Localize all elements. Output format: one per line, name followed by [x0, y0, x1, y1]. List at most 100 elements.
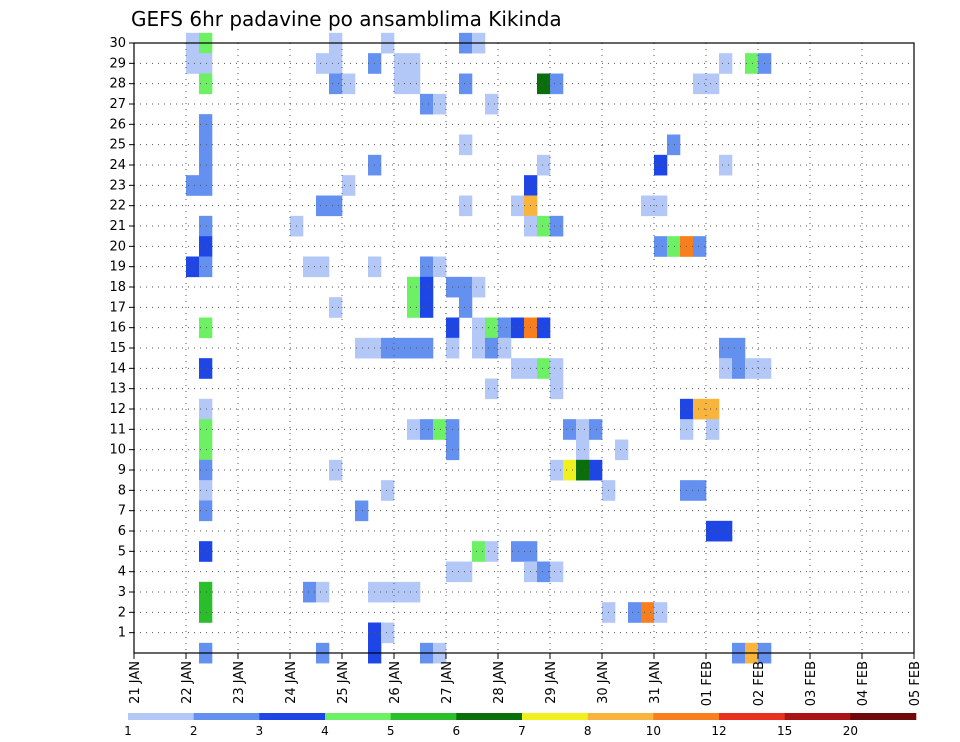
heatmap-cell — [420, 276, 434, 298]
heatmap-cell — [199, 134, 213, 156]
chart-title: GEFS 6hr padavine po ansamblima Kikinda — [131, 7, 562, 31]
heatmap-cell — [693, 480, 707, 501]
heatmap-cell — [381, 581, 395, 603]
heatmap-cell — [199, 581, 213, 603]
heatmap-cell — [459, 134, 473, 156]
heatmap-cell — [537, 561, 551, 583]
colorbar-label: 15 — [777, 724, 792, 738]
y-tick-label: 4 — [118, 565, 126, 580]
colorbar-label: 6 — [453, 724, 461, 738]
colorbar-label: 3 — [256, 724, 264, 738]
heatmap-cell — [394, 581, 408, 603]
colorbar-label: 20 — [843, 724, 858, 738]
heatmap-cell — [654, 602, 668, 623]
colorbar: 1 2 3 4 5 6 7 8 10 12 15 20 — [124, 713, 917, 738]
heatmap-cell — [420, 93, 434, 115]
heatmap-cell — [485, 541, 499, 562]
y-tick-label: 21 — [109, 219, 126, 234]
heatmap-cell — [576, 419, 590, 440]
heatmap-cell — [706, 419, 720, 440]
heatmap-cell — [693, 73, 707, 95]
heatmap-cell — [199, 500, 213, 522]
heatmap-cell — [459, 297, 473, 318]
heatmap-cell — [433, 256, 447, 278]
colorbar-label: 4 — [321, 724, 329, 738]
heatmap-cell — [407, 581, 421, 603]
colorbar-swatch — [719, 713, 785, 720]
heatmap-cell — [550, 215, 564, 237]
heatmap-cell — [199, 541, 213, 562]
heatmap-cell — [199, 175, 213, 196]
x-tick-label: 23 JAN — [232, 661, 247, 704]
heatmap-cell — [186, 256, 200, 278]
y-tick-label: 7 — [118, 504, 126, 519]
heatmap-cell — [511, 195, 525, 217]
colorbar-swatch — [259, 713, 326, 720]
heatmap-cell — [667, 236, 681, 257]
heatmap-cell — [420, 419, 434, 440]
heatmap-cell — [693, 236, 707, 257]
y-tick-label: 28 — [109, 77, 126, 92]
x-tick-label: 30 JAN — [596, 661, 611, 704]
colorbar-swatch — [587, 713, 654, 720]
y-tick-label: 6 — [118, 524, 126, 539]
heatmap-cell — [407, 337, 421, 359]
heatmap-cell — [186, 53, 200, 74]
colorbar-swatch — [193, 713, 260, 720]
x-tick-label: 24 JAN — [284, 661, 299, 704]
heatmap-cell — [628, 602, 642, 623]
heatmap-cell — [550, 358, 564, 379]
colorbar-swatch — [456, 713, 523, 720]
heatmap-cell — [381, 337, 395, 359]
gridlines — [134, 43, 915, 653]
colorbar-label: 1 — [124, 724, 132, 738]
heatmap-cell — [394, 337, 408, 359]
heatmap-cell — [706, 520, 720, 542]
heatmap-cell — [563, 459, 577, 481]
heatmap-cell — [420, 256, 434, 278]
heatmap-cell — [329, 459, 343, 481]
heatmap-cell — [303, 581, 317, 603]
heatmap-cell — [537, 317, 551, 339]
y-tick-label: 22 — [109, 199, 126, 214]
heatmap-cell — [407, 419, 421, 440]
y-tick-label: 12 — [109, 402, 126, 417]
heatmap-cell — [199, 73, 213, 95]
heatmap-cell — [199, 358, 213, 379]
heatmap-cell — [472, 317, 486, 339]
heatmap-cell — [537, 73, 551, 95]
heatmap-cell — [485, 93, 499, 115]
heatmap-cell — [537, 154, 551, 176]
heatmap-cell — [719, 337, 733, 359]
heatmap-cell — [706, 73, 720, 95]
heatmap-cell — [511, 358, 525, 379]
heatmap-cell — [199, 398, 213, 420]
heatmap-cell — [511, 317, 525, 339]
heatmap-cell — [407, 53, 421, 74]
heatmap-cell — [719, 154, 733, 176]
y-tick-label: 1 — [118, 626, 126, 641]
heatmap-cell — [316, 256, 330, 278]
heatmap-cell — [485, 337, 499, 359]
y-tick-label: 30 — [109, 36, 126, 51]
heatmap-cell — [719, 358, 733, 379]
x-tick-label: 22 JAN — [180, 661, 195, 704]
heatmap-cell — [329, 53, 343, 74]
heatmap-cell — [732, 337, 746, 359]
heatmap-cell — [550, 561, 564, 583]
y-tick-label: 18 — [109, 280, 126, 295]
y-tick-label: 3 — [118, 585, 126, 600]
y-tick-label: 14 — [109, 361, 126, 376]
heatmap-cell — [589, 419, 603, 440]
heatmap-cell — [563, 419, 577, 440]
heatmap-cell — [537, 215, 551, 237]
colorbar-label: 10 — [646, 724, 661, 738]
heatmap-cell — [394, 73, 408, 95]
heatmap-cell — [407, 297, 421, 318]
heatmap-cell — [693, 398, 707, 420]
y-tick-label: 16 — [109, 321, 126, 336]
colorbar-swatch — [653, 713, 720, 720]
heatmap-cell — [433, 93, 447, 115]
y-tick-label: 10 — [109, 443, 126, 458]
heatmap-cell — [199, 114, 213, 135]
